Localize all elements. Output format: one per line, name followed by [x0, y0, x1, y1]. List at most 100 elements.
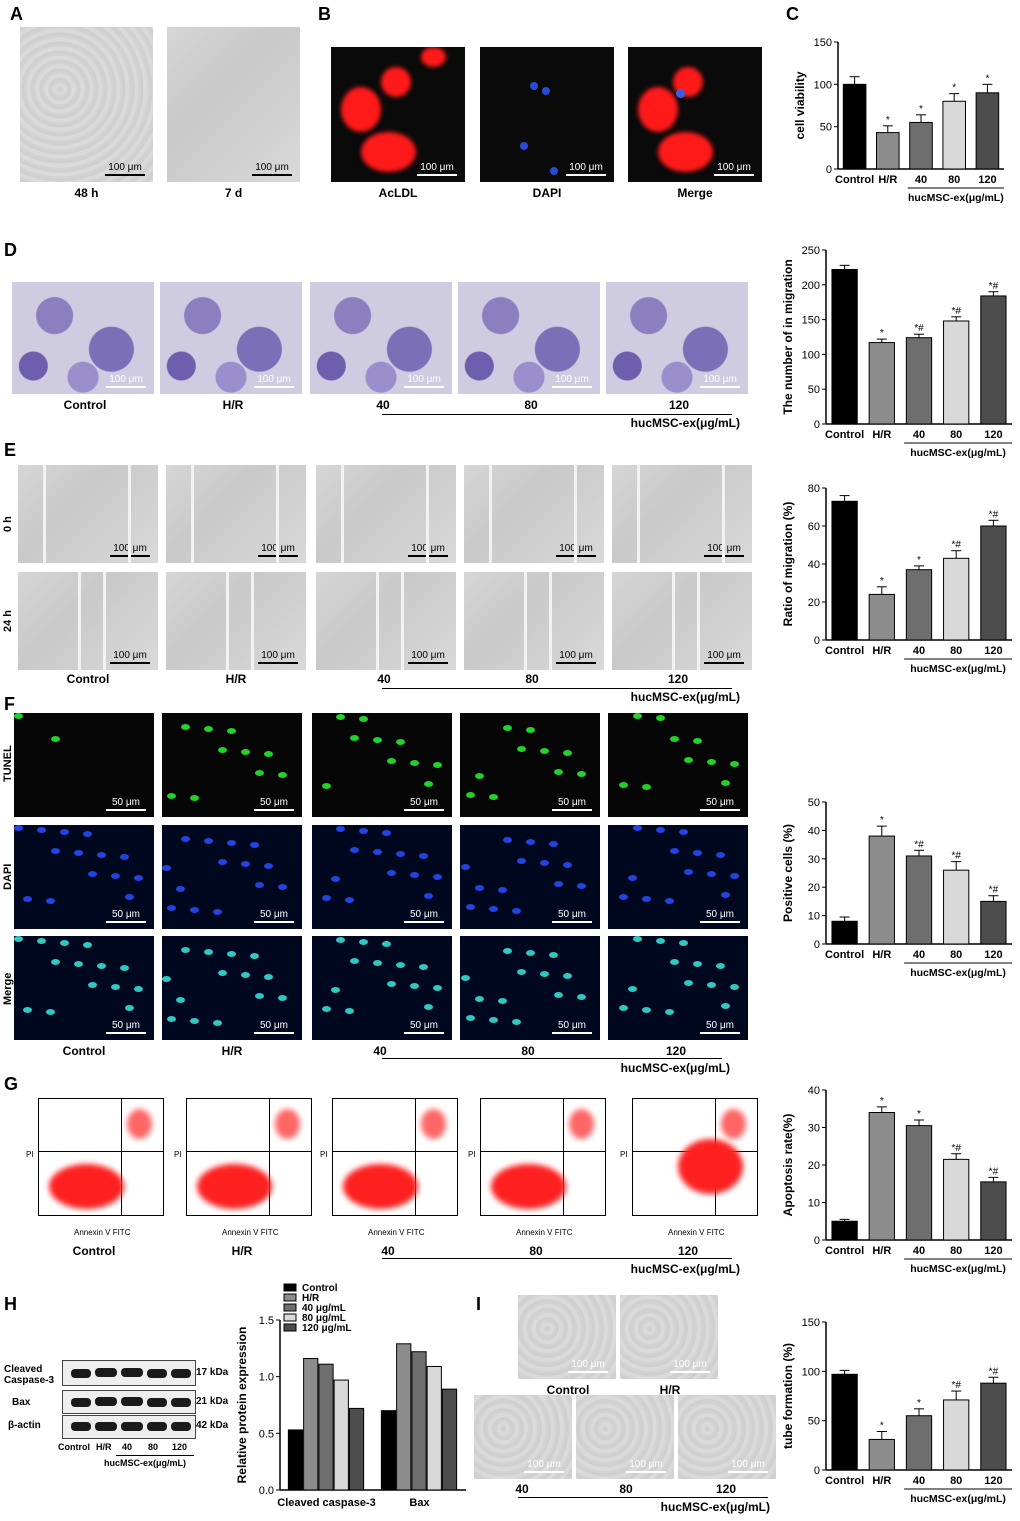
y-axis-label: Positive cells (%)	[781, 824, 795, 922]
lane-hr: H/R	[96, 1442, 112, 1452]
micrograph-b-merge: 100 μm	[628, 47, 762, 182]
legend-swatch	[283, 1313, 297, 1322]
bar	[868, 1438, 895, 1471]
caption-i-hr: H/R	[659, 1383, 681, 1397]
caption-f-40: 40	[373, 1044, 387, 1058]
micrograph-f-tunel-0: 50 μm	[14, 713, 154, 817]
y-tick-label: 50	[808, 384, 820, 396]
micrograph-e-0-1: 100 μm	[166, 465, 306, 563]
caption-dapi: DAPI	[532, 186, 562, 200]
x-tick-label: H/R	[872, 1245, 891, 1257]
bar	[943, 1158, 970, 1241]
caption-f-hr: H/R	[221, 1044, 243, 1058]
x-tick-label: 80	[950, 1475, 962, 1487]
caption-d-80: 80	[524, 398, 538, 412]
bar	[396, 1343, 412, 1491]
y-tick-label: 20	[808, 1160, 820, 1172]
bar	[868, 593, 895, 641]
bar	[980, 1181, 1007, 1241]
group-line-e	[382, 688, 732, 689]
flow-xaxis-0: Annexin V FITC	[74, 1228, 131, 1237]
x-tick-label: 40	[915, 174, 927, 186]
bar	[980, 1382, 1007, 1471]
group-label-d: hucMSC-ex(μg/mL)	[630, 416, 740, 430]
x-tick-label: 40	[913, 949, 925, 961]
x-tick-label: Control	[825, 1245, 864, 1257]
bar	[831, 1373, 858, 1471]
y-tick-label: 40	[808, 559, 820, 571]
micrograph-f-merge-1: 50 μm	[162, 936, 302, 1040]
bar	[411, 1351, 427, 1491]
wb-label-caspase: Cleaved Caspase-3	[4, 1364, 55, 1386]
x-tick-label: 120	[978, 174, 996, 186]
caption-e-80: 80	[525, 672, 539, 686]
micrograph-d-3: 100 μm	[458, 282, 600, 394]
bar	[942, 100, 966, 170]
y-tick-label: 40	[808, 825, 820, 837]
wb-blot-caspase	[62, 1360, 196, 1386]
bar	[831, 500, 858, 641]
row-label-tunel: TUNEL	[2, 745, 14, 782]
y-tick-label: 30	[808, 1123, 820, 1135]
group-label: hucMSC-ex(μg/mL)	[910, 1493, 1006, 1505]
bar	[868, 342, 895, 425]
wb-blot-bax	[62, 1390, 196, 1414]
y-tick-label: 100	[802, 1366, 820, 1378]
flow-xaxis-4: Annexin V FITC	[668, 1228, 725, 1237]
chart-d: 0 50 100 150 200 250 The number of in migratio…	[781, 245, 1012, 459]
bar	[348, 1407, 365, 1491]
y-tick-label: 30	[808, 854, 820, 866]
wb-label-actin: β-actin	[8, 1420, 41, 1431]
panel-label-b: B	[318, 4, 331, 24]
micrograph-f-tunel-1: 50 μm	[162, 713, 302, 817]
x-tick-label: Control	[825, 1475, 864, 1487]
x-tick-label: Bax	[409, 1497, 430, 1509]
micrograph-f-dapi-1: 50 μm	[162, 825, 302, 929]
micrograph-d-4: 100 μm	[606, 282, 748, 394]
y-tick-label: 150	[814, 37, 832, 49]
y-tick-label: 10	[808, 911, 820, 923]
wb-blot-actin	[62, 1415, 196, 1439]
legend-swatch	[283, 1323, 297, 1332]
panel-label-e: E	[4, 440, 17, 460]
caption-f-120: 120	[665, 1044, 687, 1058]
panel-label-c: C	[786, 4, 799, 24]
significance-mark: *#	[989, 1366, 999, 1377]
y-tick-label: 0	[814, 1235, 820, 1247]
micrograph-f-merge-4: 50 μm	[608, 936, 748, 1040]
bar	[980, 295, 1007, 425]
micrograph-e-1-3: 100 μm	[464, 572, 604, 670]
micrograph-a-7d: 100 μm	[167, 27, 300, 182]
caption-d-hr: H/R	[222, 398, 244, 412]
panel-label-a: A	[10, 4, 23, 24]
flow-plot-0	[38, 1098, 164, 1216]
bar	[842, 83, 867, 170]
bar	[868, 1112, 895, 1241]
significance-mark: *#	[989, 509, 999, 520]
caption-e-hr: H/R	[225, 672, 247, 686]
significance-mark: *#	[951, 1143, 961, 1154]
bar	[287, 1429, 304, 1491]
caption-i-control: Control	[546, 1383, 590, 1397]
group-line-f	[382, 1058, 722, 1059]
micrograph-i-1: 100 μm	[620, 1295, 718, 1379]
chart-i: 0 50 100 150 tube formation (%) Control * H/R * 4…	[781, 1317, 1012, 1505]
micrograph-f-merge-2: 50 μm	[312, 936, 452, 1040]
significance-mark: *	[917, 1398, 921, 1409]
bar	[333, 1379, 349, 1491]
panel-label-h: H	[4, 1294, 17, 1314]
legend-label: 120 μg/mL	[302, 1323, 351, 1334]
caption-g-control: Control	[72, 1244, 116, 1258]
caption-d-120: 120	[668, 398, 690, 412]
y-tick-label: 250	[802, 245, 820, 257]
micrograph-f-tunel-3: 50 μm	[460, 713, 600, 817]
bar	[831, 1220, 858, 1241]
chart-e: 0 20 40 60 80 Ratio of migration (%) Control * H…	[781, 483, 1012, 675]
bar	[303, 1358, 319, 1491]
x-tick-label: Cleaved caspase-3	[277, 1497, 375, 1509]
micrograph-e-1-0: 100 μm	[18, 572, 158, 670]
micrograph-e-0-3: 100 μm	[464, 465, 604, 563]
y-tick-label: 150	[802, 315, 820, 327]
group-label-g: hucMSC-ex(μg/mL)	[630, 1262, 740, 1276]
legend-label: 80 μg/mL	[302, 1313, 346, 1324]
